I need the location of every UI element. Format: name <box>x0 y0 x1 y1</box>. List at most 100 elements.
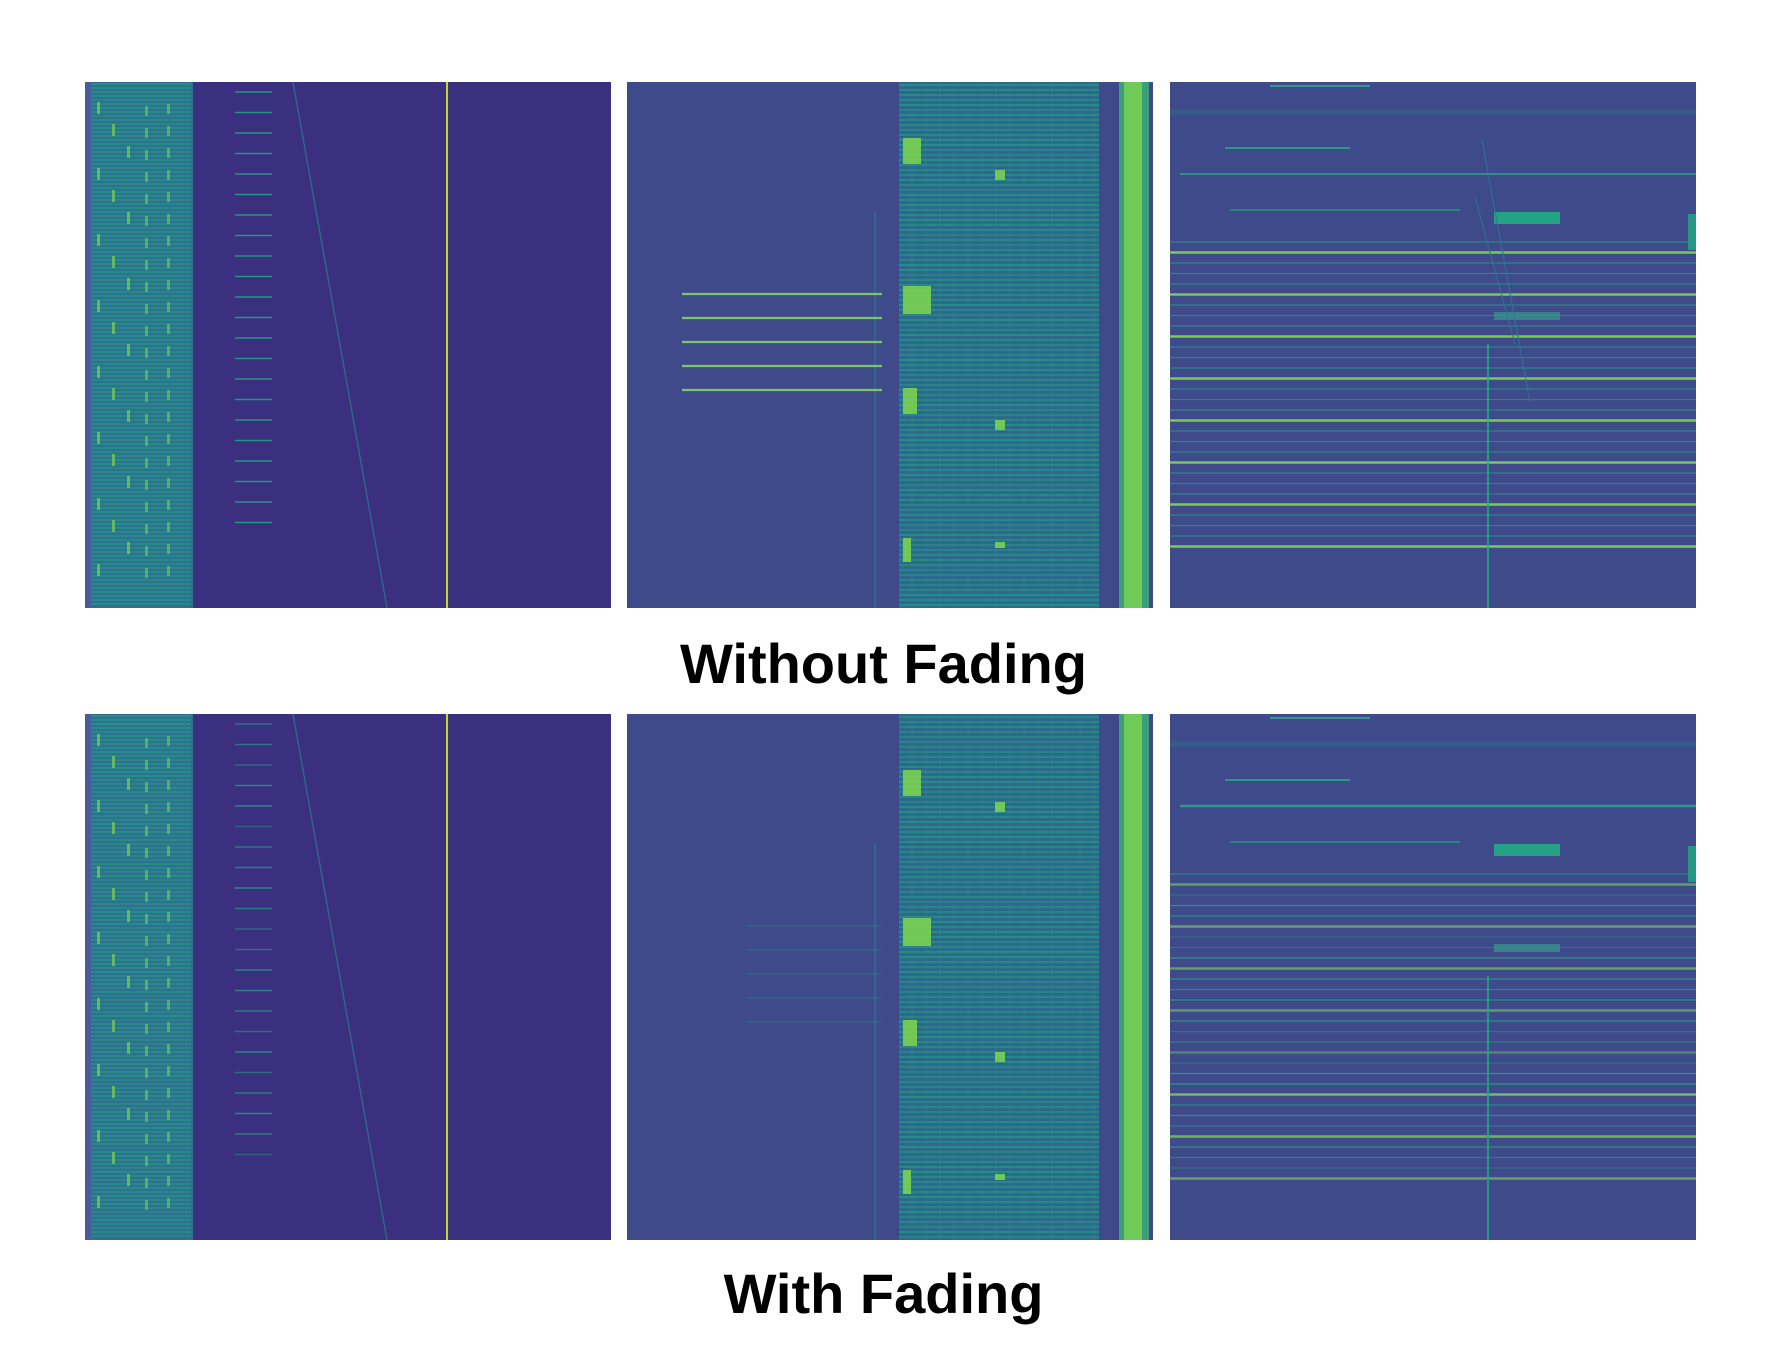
band-tick <box>145 326 148 336</box>
band-tick <box>167 324 170 334</box>
band-tick <box>145 1200 148 1210</box>
band-tick <box>145 106 148 116</box>
band-tick <box>97 998 100 1010</box>
band-tick <box>127 844 130 856</box>
band-tick <box>167 1132 170 1142</box>
band-tick <box>97 1196 100 1208</box>
band-tick <box>145 1112 148 1122</box>
band-tick <box>145 216 148 226</box>
band-tick <box>112 954 115 966</box>
burst-block <box>1494 844 1560 856</box>
chirp-line <box>1481 139 1531 403</box>
band-tick <box>145 128 148 138</box>
band-tick <box>145 172 148 182</box>
band-tick <box>167 214 170 224</box>
band-tick <box>167 192 170 202</box>
band-tick <box>112 888 115 900</box>
band-tick <box>97 102 100 114</box>
burst-block <box>1494 212 1560 224</box>
band-tick <box>167 890 170 900</box>
chirp-line <box>292 714 388 1240</box>
band-tick <box>145 480 148 490</box>
band-tick <box>145 524 148 534</box>
band-tick <box>97 800 100 812</box>
band-tick <box>127 212 130 224</box>
band-tick <box>167 500 170 510</box>
band-tick <box>145 760 148 770</box>
band-tick <box>167 258 170 268</box>
spectrogram-without-fading-1 <box>85 82 611 608</box>
band-tick <box>145 546 148 556</box>
band-tick <box>145 194 148 204</box>
band-tick <box>167 434 170 444</box>
block-mark <box>903 138 921 164</box>
band-tick <box>145 260 148 270</box>
spectrogram-3-plot <box>1170 714 1696 1240</box>
band-tick <box>145 1024 148 1034</box>
bright-strip-core <box>1124 82 1142 608</box>
block-mark <box>903 1170 911 1194</box>
band-edge <box>85 714 91 1240</box>
block-mark <box>903 538 911 562</box>
block-mark <box>995 1174 1005 1180</box>
block-mark <box>995 1052 1005 1062</box>
band-tick <box>145 370 148 380</box>
band-tick <box>97 1130 100 1142</box>
band-tick <box>145 848 148 858</box>
band-tick <box>167 1176 170 1186</box>
band-tick <box>167 1000 170 1010</box>
band-tick <box>112 190 115 202</box>
block-mark <box>903 286 931 314</box>
band-tick <box>145 892 148 902</box>
spectrogram-2-plot <box>627 714 1153 1240</box>
band-tick <box>145 826 148 836</box>
band-tick <box>145 914 148 924</box>
panel-background <box>1170 714 1696 1240</box>
spectrogram-1-plot <box>85 714 611 1240</box>
band-tick <box>127 976 130 988</box>
band-tick <box>167 346 170 356</box>
spectrogram-with-fading-3 <box>1170 714 1696 1240</box>
band-tick <box>112 822 115 834</box>
spectrogram-with-fading-1 <box>85 714 611 1240</box>
band-tick <box>167 758 170 768</box>
band-tick <box>112 520 115 532</box>
band-edge <box>85 82 91 608</box>
band-tick <box>167 566 170 576</box>
band-tick <box>112 454 115 466</box>
block-mark <box>995 420 1005 430</box>
band-tick <box>145 1046 148 1056</box>
band-tick <box>112 1152 115 1164</box>
band-tick <box>145 282 148 292</box>
band-tick <box>97 300 100 312</box>
band-tick <box>145 436 148 446</box>
band-tick <box>145 782 148 792</box>
panel-background <box>1170 82 1696 608</box>
band-tick <box>112 1020 115 1032</box>
band-tick <box>97 932 100 944</box>
band-tick <box>97 234 100 246</box>
band-tick <box>167 1022 170 1032</box>
band-tick <box>145 1178 148 1188</box>
caption-with-fading: With Fading <box>723 1262 1044 1325</box>
band-tick <box>145 1156 148 1166</box>
block-mark <box>903 1020 917 1046</box>
band-tick <box>167 544 170 554</box>
band-tick <box>145 502 148 512</box>
band-tick <box>97 366 100 378</box>
spectrogram-1-plot <box>85 82 611 608</box>
band-tick <box>167 780 170 790</box>
edge-block <box>1688 214 1696 250</box>
band-tick <box>167 1066 170 1076</box>
band-tick <box>167 148 170 158</box>
band-tick <box>145 1002 148 1012</box>
band-tick <box>145 1090 148 1100</box>
band-tick <box>97 734 100 746</box>
band-tick <box>97 1064 100 1076</box>
band-tick <box>145 1068 148 1078</box>
band-tick <box>167 170 170 180</box>
band-tick <box>145 304 148 314</box>
band-tick <box>167 456 170 466</box>
spectrogram-without-fading-2 <box>627 82 1153 608</box>
block-mark <box>903 918 931 946</box>
